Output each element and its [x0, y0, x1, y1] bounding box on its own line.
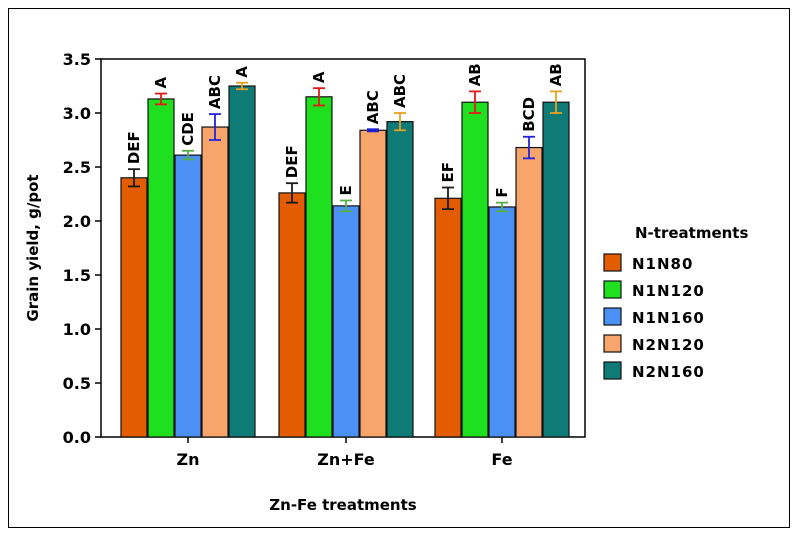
- legend-label: N2N120: [632, 336, 705, 354]
- significance-letter: CDE: [179, 112, 197, 146]
- significance-letter: AB: [547, 63, 565, 86]
- legend-label: N2N160: [632, 363, 705, 381]
- significance-letter: BCD: [520, 97, 538, 132]
- error-bar: [286, 182, 298, 204]
- y-axis-title: Grain yield, g/pot: [24, 174, 42, 321]
- significance-letters: DEF A CDE ABC A DEF A E ABC ABC EF AB F BCD AB: [125, 63, 565, 197]
- y-axis: 0.0 0.5 1.0 1.5 2.0 2.5 3.0 3.5: [63, 50, 101, 447]
- significance-letter: ABC: [391, 74, 409, 108]
- bars: [120, 85, 570, 438]
- significance-letter: F: [493, 187, 511, 197]
- bar: [386, 121, 414, 438]
- significance-letter: ABC: [206, 75, 224, 109]
- y-tick-label: 3.5: [63, 50, 91, 69]
- x-tick-label: Zn+Fe: [317, 450, 375, 469]
- y-tick-label: 2.5: [63, 158, 91, 177]
- bar: [305, 96, 333, 438]
- error-bar: [313, 87, 325, 107]
- legend-label: N1N80: [632, 255, 693, 273]
- legend-label: N1N120: [632, 282, 705, 300]
- legend-swatch: [603, 361, 622, 380]
- significance-letter: A: [152, 77, 170, 89]
- chart-frame: [8, 8, 790, 528]
- x-tick-label: Zn: [177, 450, 200, 469]
- x-axis: Zn Zn+Fe Fe: [177, 437, 513, 469]
- significance-letter: ABC: [364, 90, 382, 124]
- y-tick-label: 2.0: [63, 212, 91, 231]
- error-bar: [394, 112, 406, 132]
- significance-letter: A: [310, 71, 328, 83]
- legend-title: N-treatments: [635, 224, 748, 242]
- error-bar: [367, 128, 379, 133]
- error-bar: [550, 90, 562, 114]
- error-bar: [155, 92, 167, 106]
- legend-swatch: [603, 334, 622, 353]
- error-bar: [340, 199, 352, 213]
- error-bar: [496, 201, 508, 213]
- bar: [542, 101, 570, 438]
- legend-swatch: [603, 307, 622, 326]
- bar: [201, 126, 229, 438]
- legend-swatch: [603, 253, 622, 272]
- legend-swatch: [603, 280, 622, 299]
- bar: [434, 197, 462, 438]
- x-axis-title: Zn-Fe treatments: [269, 496, 417, 514]
- error-bars: [128, 81, 562, 213]
- significance-letter: E: [337, 185, 355, 195]
- legend: N-treatments N1N80 N1N120 N1N160 N2N120 N2N1…: [603, 224, 748, 381]
- significance-letter: DEF: [125, 131, 143, 164]
- x-tick-label: Fe: [491, 450, 512, 469]
- bar: [174, 154, 202, 438]
- error-bar: [236, 81, 248, 91]
- bar: [515, 146, 543, 438]
- bar: [359, 129, 387, 438]
- error-bar: [469, 90, 481, 114]
- bar: [461, 101, 489, 438]
- y-tick-label: 1.5: [63, 266, 91, 285]
- y-tick-label: 1.0: [63, 320, 91, 339]
- significance-letter: EF: [439, 162, 457, 183]
- bar: [120, 177, 148, 438]
- error-bar: [442, 186, 454, 211]
- bar: [488, 206, 516, 438]
- error-bar: [182, 149, 194, 161]
- bar: [278, 192, 306, 438]
- bar: [332, 205, 360, 438]
- legend-label: N1N160: [632, 309, 705, 327]
- y-tick-label: 0.0: [63, 428, 91, 447]
- significance-letter: AB: [466, 63, 484, 86]
- bar: [228, 85, 256, 438]
- y-tick-label: 0.5: [63, 374, 91, 393]
- error-bar: [209, 113, 221, 141]
- y-tick-label: 3.0: [63, 104, 91, 123]
- bar: [147, 98, 175, 438]
- significance-letter: A: [233, 66, 251, 78]
- significance-letter: DEF: [283, 145, 301, 178]
- error-bar: [523, 135, 535, 160]
- error-bar: [128, 168, 140, 188]
